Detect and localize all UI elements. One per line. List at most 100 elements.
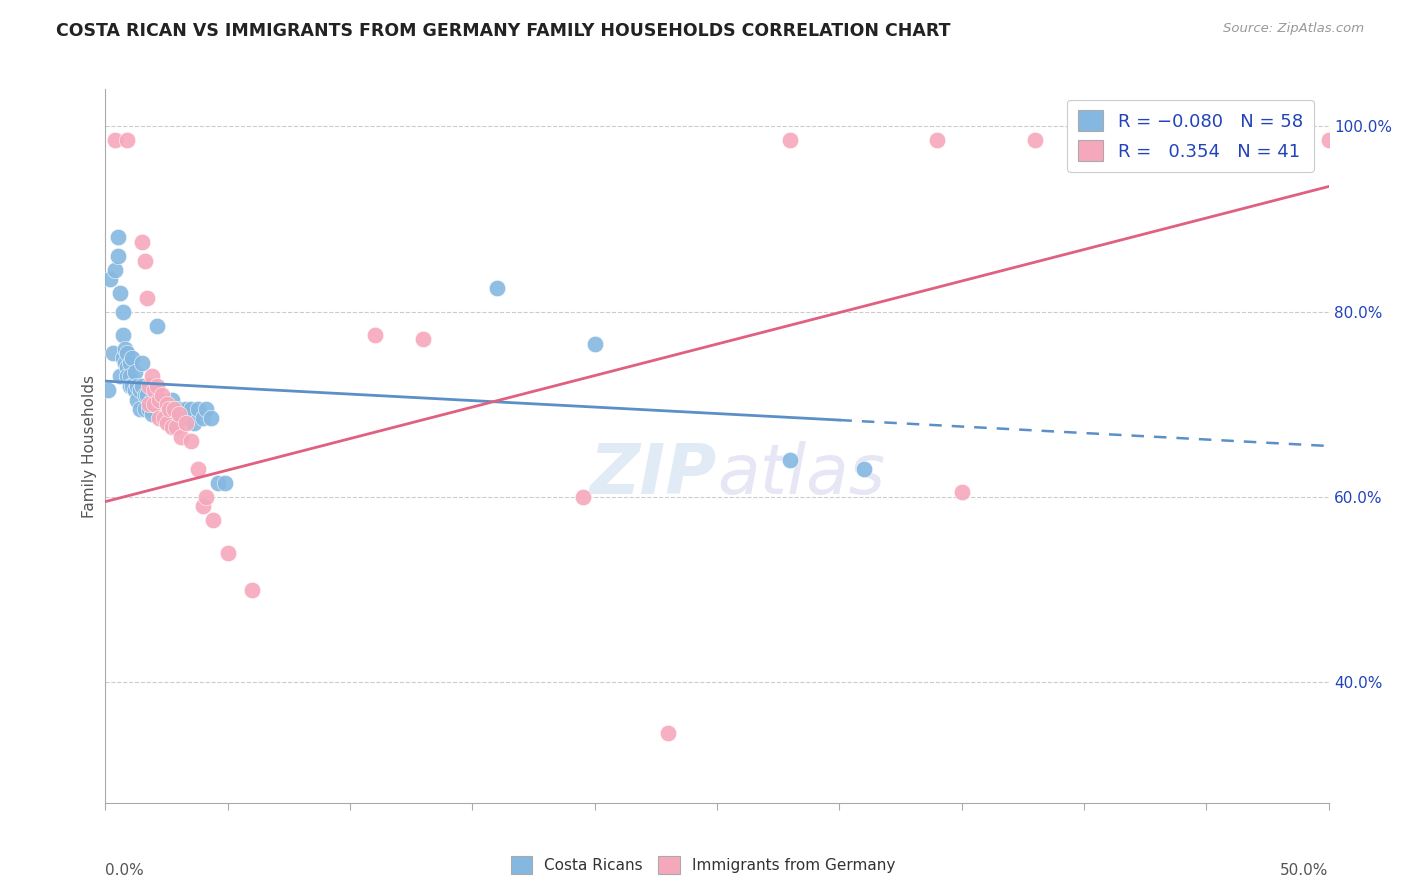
Point: [157, 401, 180, 416]
Point: [150, 401, 173, 416]
Point: [143, 397, 166, 411]
Point: [136, 388, 159, 402]
Point: [118, 378, 141, 392]
Point: [98, 272, 121, 286]
Point: [927, 133, 949, 147]
Point: [170, 411, 193, 425]
Text: Source: ZipAtlas.com: Source: ZipAtlas.com: [1223, 22, 1364, 36]
Point: [148, 392, 170, 407]
Legend: R = −0.080   N = 58, R =   0.354   N = 41: R = −0.080 N = 58, R = 0.354 N = 41: [1067, 100, 1313, 172]
Point: [167, 401, 190, 416]
Point: [156, 397, 179, 411]
Point: [779, 453, 801, 467]
Point: [1195, 133, 1218, 147]
Point: [193, 500, 215, 514]
Point: [217, 545, 239, 559]
Point: [174, 401, 197, 416]
Point: [97, 384, 120, 398]
Point: [118, 369, 141, 384]
Point: [165, 420, 187, 434]
Point: [160, 420, 183, 434]
Point: [174, 416, 197, 430]
Point: [170, 430, 193, 444]
Point: [363, 327, 385, 342]
Text: 0.0%: 0.0%: [105, 863, 145, 878]
Point: [571, 490, 593, 504]
Point: [214, 476, 236, 491]
Point: [163, 401, 186, 416]
Point: [143, 384, 166, 398]
Text: atlas: atlas: [717, 441, 884, 508]
Point: [107, 249, 129, 263]
Point: [156, 416, 179, 430]
Point: [194, 401, 217, 416]
Point: [138, 401, 160, 416]
Point: [138, 397, 160, 411]
Point: [167, 407, 190, 421]
Point: [141, 392, 163, 407]
Point: [146, 318, 169, 333]
Point: [779, 133, 801, 147]
Point: [485, 281, 508, 295]
Point: [194, 490, 217, 504]
Y-axis label: Family Households: Family Households: [82, 375, 97, 517]
Point: [124, 365, 146, 379]
Point: [150, 388, 173, 402]
Point: [153, 411, 176, 425]
Text: COSTA RICAN VS IMMIGRANTS FROM GERMANY FAMILY HOUSEHOLDS CORRELATION CHART: COSTA RICAN VS IMMIGRANTS FROM GERMANY F…: [56, 22, 950, 40]
Point: [141, 407, 163, 421]
Point: [108, 369, 131, 384]
Point: [1317, 133, 1340, 147]
Point: [207, 476, 229, 491]
Point: [101, 346, 124, 360]
Point: [114, 342, 136, 356]
Point: [157, 416, 180, 430]
Point: [163, 407, 186, 421]
Point: [160, 392, 183, 407]
Point: [193, 411, 215, 425]
Point: [180, 434, 202, 449]
Point: [200, 411, 222, 425]
Point: [852, 462, 875, 476]
Point: [124, 384, 146, 398]
Point: [107, 230, 129, 244]
Point: [657, 726, 679, 740]
Point: [183, 416, 205, 430]
Point: [187, 462, 209, 476]
Point: [111, 304, 134, 318]
Point: [114, 355, 136, 369]
Point: [121, 351, 143, 365]
Point: [950, 485, 973, 500]
Point: [146, 378, 169, 392]
Point: [117, 133, 139, 147]
Text: 50.0%: 50.0%: [1281, 863, 1329, 878]
Point: [134, 388, 156, 402]
Point: [138, 378, 160, 392]
Point: [187, 401, 209, 416]
Point: [202, 513, 225, 527]
Point: [583, 337, 606, 351]
Point: [131, 235, 153, 249]
Point: [117, 360, 139, 375]
Point: [127, 378, 149, 392]
Point: [127, 392, 149, 407]
Point: [412, 333, 434, 347]
Point: [131, 378, 153, 392]
Point: [148, 397, 170, 411]
Point: [128, 384, 150, 398]
Point: [111, 327, 134, 342]
Point: [117, 369, 139, 384]
Point: [136, 291, 159, 305]
Point: [117, 346, 139, 360]
Point: [128, 401, 150, 416]
Point: [134, 253, 156, 268]
Point: [104, 133, 127, 147]
Point: [111, 351, 134, 365]
Point: [104, 263, 127, 277]
Point: [134, 401, 156, 416]
Point: [240, 582, 263, 597]
Point: [108, 286, 131, 301]
Point: [131, 355, 153, 369]
Point: [121, 378, 143, 392]
Point: [143, 397, 166, 411]
